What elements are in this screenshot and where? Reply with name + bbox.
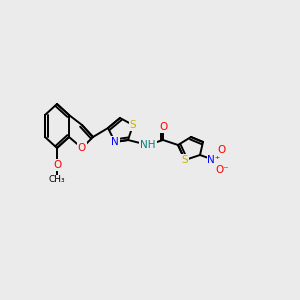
Text: S: S [130, 120, 136, 130]
Text: O: O [159, 122, 167, 132]
Text: O: O [78, 143, 86, 153]
Text: N⁺: N⁺ [207, 155, 220, 165]
Text: S: S [182, 155, 188, 165]
Text: O: O [53, 160, 61, 170]
Text: CH₃: CH₃ [49, 176, 65, 184]
Text: N: N [111, 137, 119, 147]
Text: O⁻: O⁻ [215, 165, 229, 175]
Text: O: O [218, 145, 226, 155]
Text: NH: NH [140, 140, 156, 150]
